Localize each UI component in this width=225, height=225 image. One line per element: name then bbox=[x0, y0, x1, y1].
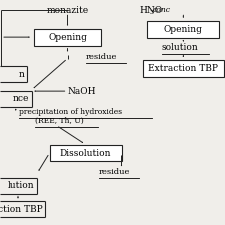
Text: conc: conc bbox=[153, 6, 171, 14]
Bar bbox=[50, 144, 122, 162]
Text: ction TBP: ction TBP bbox=[0, 205, 43, 214]
Text: residue: residue bbox=[99, 168, 130, 176]
Text: nce: nce bbox=[13, 94, 29, 104]
Text: (REE, Th, U): (REE, Th, U) bbox=[35, 117, 84, 125]
Text: Opening: Opening bbox=[48, 33, 87, 42]
Text: Opening: Opening bbox=[164, 25, 203, 34]
Text: Dissolution: Dissolution bbox=[60, 148, 111, 157]
Text: n: n bbox=[19, 70, 25, 79]
Text: HNO: HNO bbox=[140, 6, 163, 15]
Text: 3: 3 bbox=[149, 10, 153, 15]
Text: Extraction TBP: Extraction TBP bbox=[148, 64, 218, 73]
Text: NaOH: NaOH bbox=[68, 87, 96, 96]
Bar bbox=[34, 29, 101, 45]
Text: monazite: monazite bbox=[46, 6, 89, 15]
Bar bbox=[143, 60, 224, 77]
Text: residue: residue bbox=[86, 53, 117, 61]
Text: precipitation of hydroxides: precipitation of hydroxides bbox=[19, 108, 122, 117]
Text: solution: solution bbox=[162, 43, 199, 52]
Bar bbox=[147, 21, 219, 38]
Text: lution: lution bbox=[8, 181, 35, 190]
